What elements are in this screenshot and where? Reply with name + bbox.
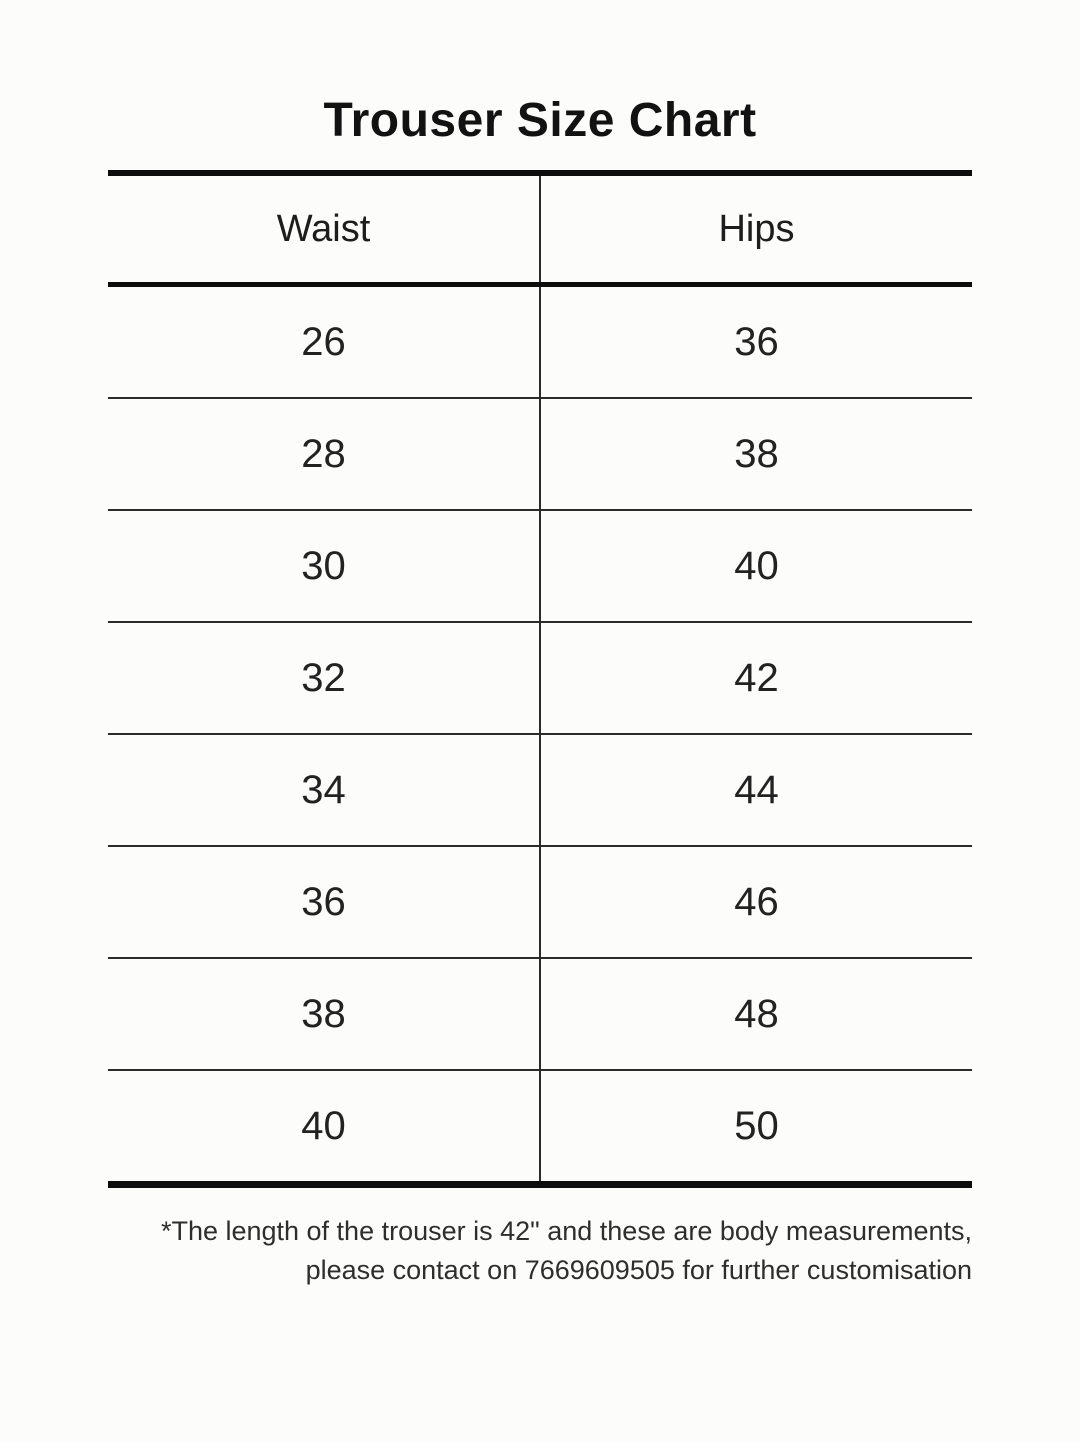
table-row: 28 38 bbox=[108, 398, 972, 511]
table-row: 30 40 bbox=[108, 510, 972, 623]
waist-cell: 26 bbox=[108, 284, 541, 399]
waist-cell: 40 bbox=[108, 1070, 541, 1185]
waist-cell: 34 bbox=[108, 734, 541, 847]
size-chart-table: Waist Hips 26 36 28 38 30 40 32 42 34 44 36 46 38 48 4… bbox=[108, 170, 972, 1188]
footnote-line-2: please contact on 7669609505 for further… bbox=[305, 1255, 972, 1285]
table-row: 26 36 bbox=[108, 284, 972, 399]
hips-cell: 48 bbox=[540, 958, 972, 1071]
hips-cell: 36 bbox=[540, 284, 972, 399]
size-chart-page: Trouser Size Chart Waist Hips 26 36 28 38 30… bbox=[0, 92, 1080, 1442]
hips-cell: 50 bbox=[734, 1103, 779, 1148]
table-row: 38 48 bbox=[108, 958, 972, 1071]
hips-cell: 38 bbox=[540, 398, 972, 511]
size-chart-body: 26 36 28 38 30 40 32 42 34 44 36 46 38 48 40 50 bbox=[108, 284, 972, 1185]
size-chart-header: Waist Hips bbox=[108, 173, 972, 287]
waist-cell: 36 bbox=[108, 846, 541, 959]
table-row: 36 46 bbox=[108, 846, 972, 959]
hips-cell: 42 bbox=[540, 622, 972, 735]
waist-cell: 38 bbox=[108, 958, 541, 1071]
header-row: Waist Hips bbox=[108, 173, 972, 287]
waist-cell: 30 bbox=[108, 510, 541, 623]
waist-column-header: Waist bbox=[108, 173, 541, 287]
hips-cell: 44 bbox=[540, 734, 972, 847]
table-row: 40 50 bbox=[108, 1070, 972, 1185]
hips-cell: 46 bbox=[540, 846, 972, 959]
table-row: 32 42 bbox=[108, 622, 972, 735]
hips-column-header: Hips bbox=[540, 173, 972, 287]
table-row: 34 44 bbox=[108, 734, 972, 847]
page-title: Trouser Size Chart bbox=[323, 94, 757, 147]
waist-cell: 32 bbox=[108, 622, 541, 735]
waist-cell: 28 bbox=[108, 398, 541, 511]
hips-cell: 40 bbox=[540, 510, 972, 623]
footnote-line-1: *The length of the trouser is 42" and th… bbox=[160, 1216, 972, 1246]
footnote: *The length of the trouser is 42" and th… bbox=[108, 1212, 972, 1290]
